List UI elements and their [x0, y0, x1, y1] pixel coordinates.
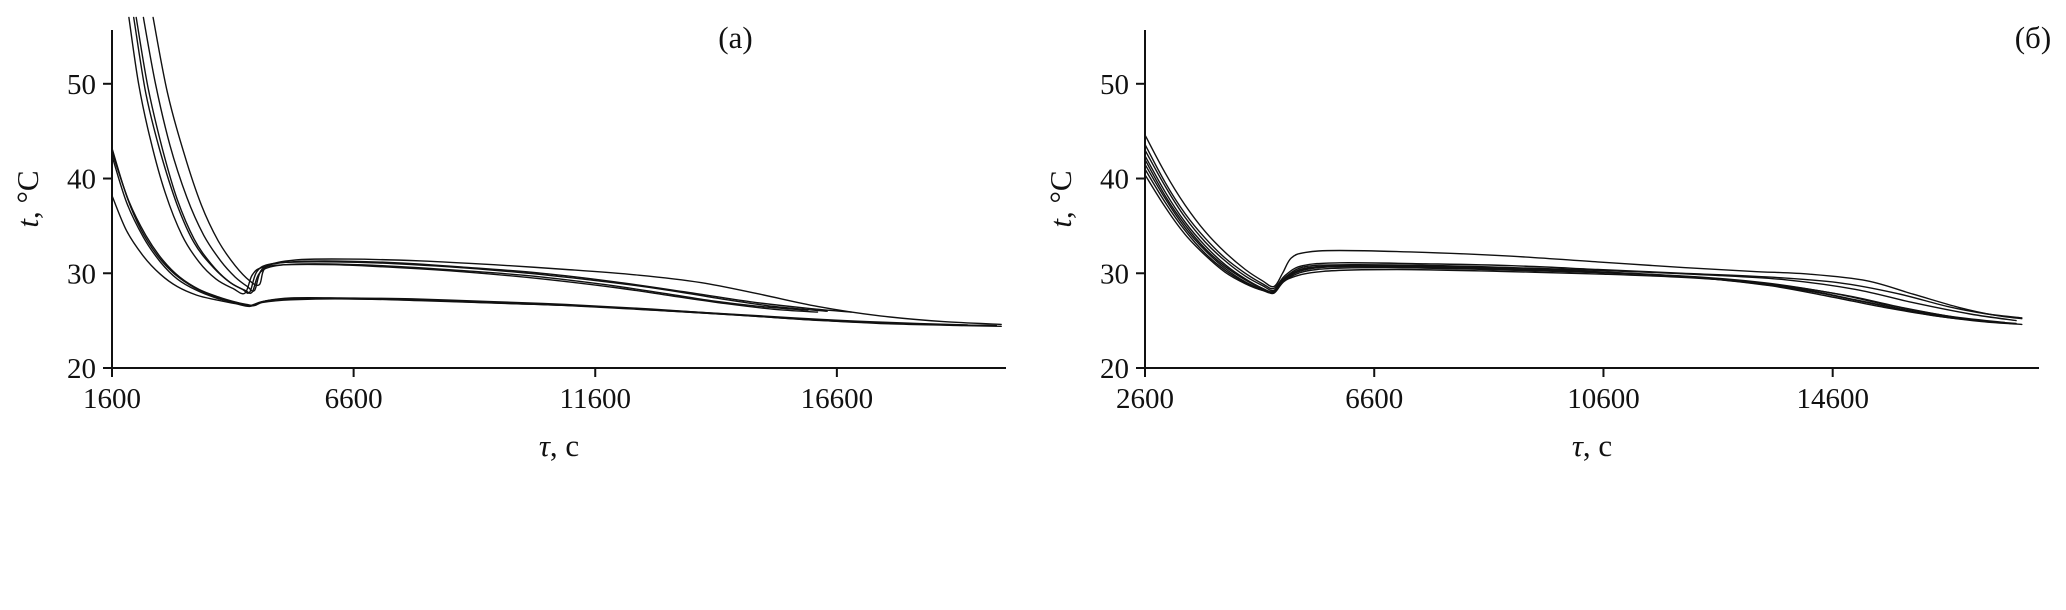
series-line-run-5 — [133, 16, 809, 311]
x-tick-label: 6600 — [1345, 383, 1403, 415]
y-tick-label: 40 — [67, 164, 96, 196]
series-line-run-4 — [152, 16, 1002, 326]
x-tick-label: 16600 — [801, 383, 874, 415]
series-line-run-6 — [111, 147, 997, 327]
y-axis-label: t, °C — [1043, 170, 1078, 227]
panel-label: (б) — [2015, 20, 2051, 55]
chart-panel-b: 2600 6600 10600 14600 20 30 40 50 τ, с t, °C (б) — [1033, 0, 2066, 610]
y-tick-label: 20 — [1100, 353, 1129, 385]
x-tick-label: 1600 — [83, 383, 141, 415]
x-tick-label: 6600 — [325, 383, 383, 415]
x-axis-label: τ, с — [1572, 428, 1612, 463]
series-line-run-6 — [1144, 163, 2023, 326]
series-line-run-2 — [135, 16, 828, 312]
x-axis-label: τ, с — [539, 428, 579, 463]
series-line-run-1 — [1144, 134, 2023, 320]
series-line-run-3 — [142, 16, 853, 313]
y-axis-label: t, °C — [10, 170, 45, 227]
chart-panel-a-svg: 1600 6600 11600 16600 20 30 40 50 τ, с t, °C (а) — [10, 16, 1006, 463]
x-tick-label: 2600 — [1116, 383, 1174, 415]
y-tick-label: 30 — [1100, 258, 1129, 290]
chart-panel-a: 1600 6600 11600 16600 20 30 40 50 τ, с t, °C (а) — [10, 16, 1006, 463]
x-tick-label: 14600 — [1796, 383, 1869, 415]
x-tick-label: 10600 — [1567, 383, 1640, 415]
y-tick-label: 40 — [1100, 164, 1129, 196]
series-line-run-8 — [1144, 174, 2011, 325]
series-line-run-4 — [1144, 155, 2000, 324]
chart-panel-b-svg: 2600 6600 10600 14600 20 30 40 50 τ, с t, °C (б) — [1043, 20, 2051, 463]
series-line-run-3 — [1144, 149, 2017, 322]
panel-label: (а) — [718, 20, 752, 55]
series-line-run-2 — [1144, 143, 2023, 319]
series-line-run-8 — [111, 194, 964, 327]
series-line-run-7 — [1144, 168, 2006, 324]
y-tick-label: 50 — [1100, 69, 1129, 101]
y-tick-label: 30 — [67, 258, 96, 290]
x-tick-label: 11600 — [560, 383, 631, 415]
series-line-run-5 — [1144, 158, 2017, 325]
series-line-run-9 — [111, 151, 968, 326]
y-tick-label: 20 — [67, 353, 96, 385]
y-tick-label: 50 — [67, 69, 96, 101]
series-line-run-7 — [111, 155, 1002, 327]
